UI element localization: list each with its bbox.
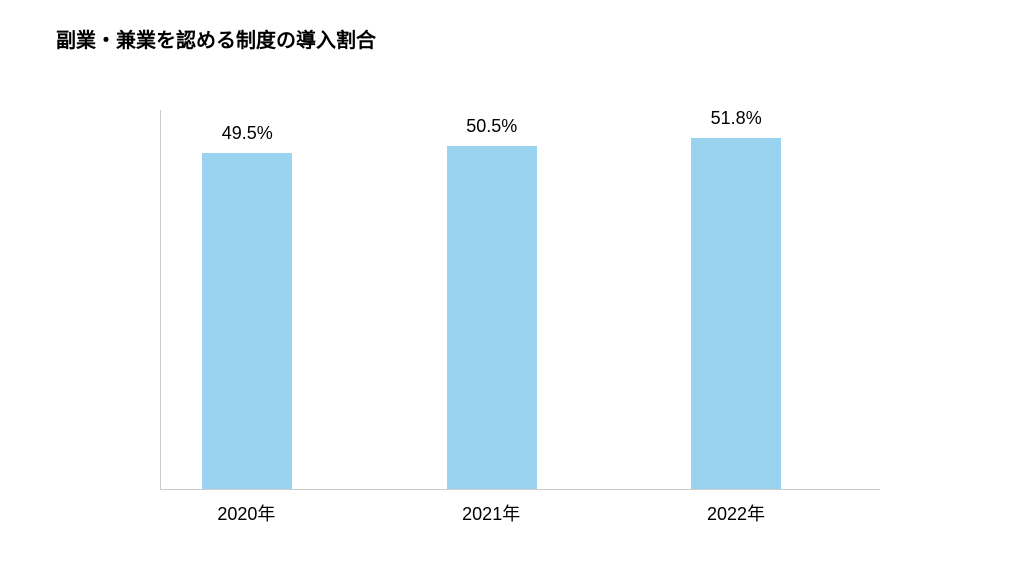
bar-group: 49.5% (202, 153, 292, 489)
chart-title: 副業・兼業を認める制度の導入割合 (56, 24, 376, 53)
bar-group: 50.5% (447, 146, 537, 489)
bar-value-label: 51.8% (636, 108, 836, 129)
bar (202, 153, 292, 489)
plot-region: 49.5% 50.5% 51.8% (160, 110, 880, 490)
x-axis-label: 2022年 (656, 500, 816, 526)
x-axis-label: 2021年 (411, 500, 571, 526)
bar (691, 138, 781, 490)
bar-value-label: 49.5% (147, 123, 347, 144)
chart-area: 49.5% 50.5% 51.8% (160, 110, 880, 490)
bar (447, 146, 537, 489)
bar-group: 51.8% (691, 138, 781, 490)
bar-value-label: 50.5% (392, 116, 592, 137)
x-axis-label: 2020年 (166, 500, 326, 526)
